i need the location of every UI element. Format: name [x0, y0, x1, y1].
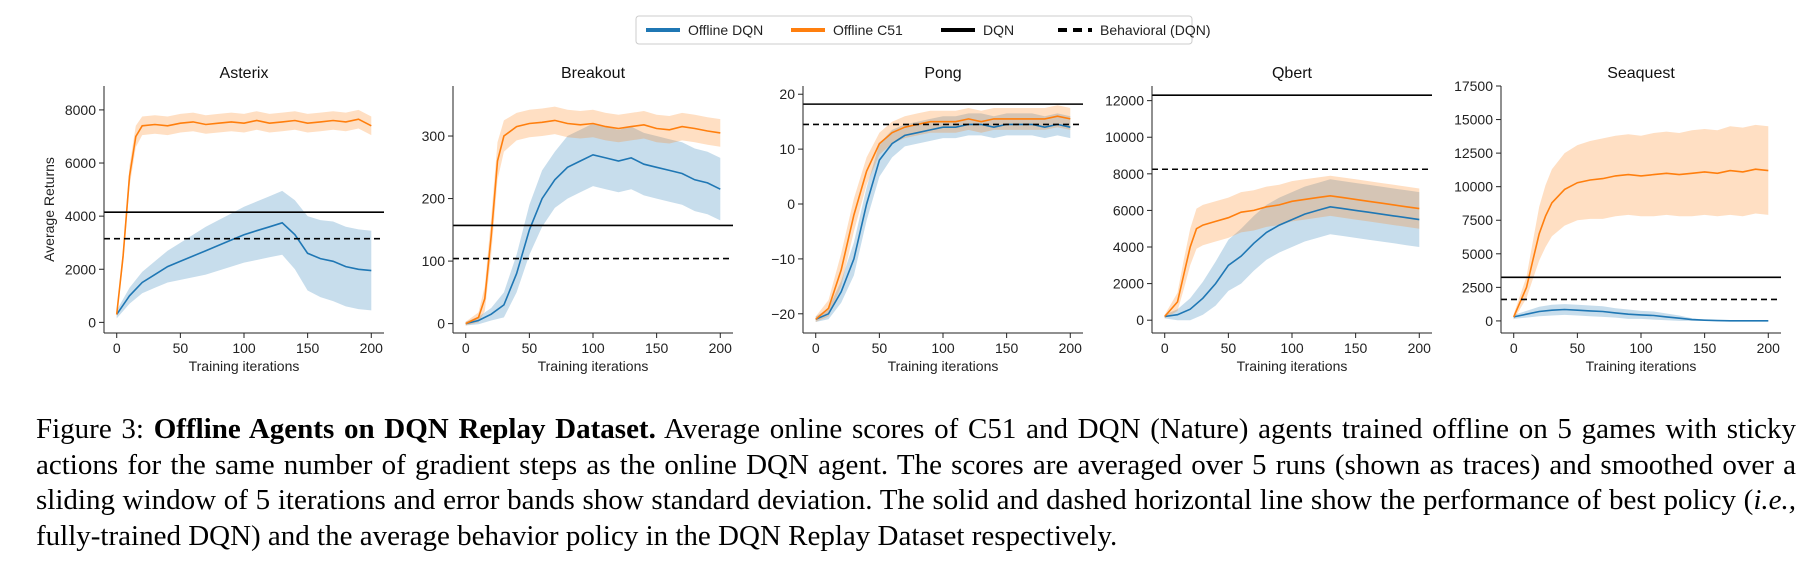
y-tick-label-3-6: 12000 — [1105, 93, 1144, 109]
y-tick-label-2-1: −10 — [771, 251, 795, 267]
x-tick-label-3-0: 0 — [1161, 340, 1169, 356]
x-tick-label-4-4: 200 — [1757, 340, 1781, 356]
x-tick-label-4-1: 50 — [1570, 340, 1586, 356]
caption-italic: i.e., — [1753, 484, 1796, 516]
caption-body-2: fully-trained DQN) and the average behav… — [36, 519, 1118, 552]
x-tick-label-3-4: 200 — [1408, 340, 1432, 356]
caption-title: Offline Agents on DQN Replay Dataset. — [153, 413, 656, 445]
series-line-2-1 — [815, 115, 1071, 320]
band-2-0 — [815, 113, 1071, 323]
y-tick-label-2-2: 0 — [787, 196, 795, 212]
x-tick-label-0-1: 50 — [173, 340, 189, 356]
x-tick-label-1-3: 150 — [645, 340, 669, 356]
series-line-1-0 — [465, 153, 721, 325]
y-tick-label-3-1: 2000 — [1113, 276, 1144, 292]
x-tick-label-0-3: 150 — [296, 340, 320, 356]
series-line-0-0 — [116, 221, 372, 315]
figure-caption: Figure 3: Offline Agents on DQN Replay D… — [36, 412, 1796, 554]
y-tick-label-0-4: 8000 — [65, 102, 96, 118]
figure-panels: Offline DQN Offline C51 DQN Behavioral (DQN… — [41, 15, 1781, 374]
y-tick-label-1-3: 300 — [422, 128, 446, 144]
x-axis-label-4: Training iterations — [1586, 358, 1697, 374]
series-line-4-1 — [1512, 168, 1769, 318]
x-tick-label-4-3: 150 — [1693, 340, 1717, 356]
series-line-1-1 — [465, 119, 721, 325]
y-tick-label-1-2: 200 — [422, 191, 446, 207]
y-tick-label-4-7: 17500 — [1454, 78, 1493, 94]
x-tick-label-2-4: 200 — [1059, 340, 1083, 356]
legend-label-1: Offline C51 — [833, 22, 903, 38]
legend-label-3: Behavioral (DQN) — [1100, 22, 1210, 38]
x-tick-label-4-2: 100 — [1629, 340, 1653, 356]
y-tick-label-3-4: 8000 — [1113, 166, 1144, 182]
legend-label-0: Offline DQN — [688, 22, 763, 38]
y-tick-label-4-3: 7500 — [1462, 212, 1493, 228]
y-tick-label-1-1: 100 — [422, 253, 446, 269]
x-axis-label-3: Training iterations — [1237, 358, 1348, 374]
x-tick-label-0-0: 0 — [113, 340, 121, 356]
panel-title-4: Seaquest — [1607, 65, 1675, 82]
x-tick-label-3-3: 150 — [1344, 340, 1368, 356]
y-tick-label-0-0: 0 — [88, 314, 96, 330]
y-tick-label-0-1: 2000 — [65, 261, 96, 277]
y-tick-label-3-2: 4000 — [1113, 239, 1144, 255]
x-axis-label-2: Training iterations — [888, 358, 999, 374]
y-tick-label-2-4: 20 — [779, 86, 795, 102]
panel-title-0: Asterix — [220, 65, 269, 82]
x-tick-label-1-0: 0 — [462, 340, 470, 356]
x-axis-label-1: Training iterations — [538, 358, 649, 374]
y-tick-label-4-1: 2500 — [1462, 279, 1493, 295]
panel-title-3: Qbert — [1272, 65, 1313, 82]
x-tick-label-1-4: 200 — [709, 340, 733, 356]
x-tick-label-2-0: 0 — [812, 340, 820, 356]
y-tick-label-3-3: 6000 — [1113, 202, 1144, 218]
legend-label-2: DQN — [983, 22, 1014, 38]
x-tick-label-2-3: 150 — [995, 340, 1019, 356]
band-1-0 — [465, 123, 721, 326]
band-3-1 — [1164, 175, 1420, 319]
x-axis-label-0: Training iterations — [189, 358, 300, 374]
caption-label: Figure 3: — [36, 413, 144, 445]
x-tick-label-0-2: 100 — [232, 340, 256, 356]
y-tick-label-3-0: 0 — [1136, 312, 1144, 328]
y-tick-label-4-2: 5000 — [1462, 246, 1493, 262]
legend-box — [635, 15, 1193, 45]
band-3-0 — [1164, 179, 1420, 321]
y-tick-label-4-6: 15000 — [1454, 112, 1493, 128]
series-line-0-1 — [115, 118, 372, 315]
y-axis-label-0: Average Returns — [41, 157, 57, 262]
x-tick-label-2-1: 50 — [872, 340, 888, 356]
x-tick-label-2-2: 100 — [931, 340, 955, 356]
band-4-0 — [1513, 304, 1769, 322]
series-line-4-0 — [1513, 308, 1769, 322]
caption-body-1: Average online scores of C51 and DQN (Na… — [36, 413, 1796, 516]
x-tick-label-3-2: 100 — [1280, 340, 1304, 356]
x-tick-label-1-1: 50 — [522, 340, 538, 356]
y-tick-label-2-0: −20 — [771, 306, 795, 322]
series-line-3-1 — [1164, 194, 1420, 318]
x-tick-label-4-0: 0 — [1510, 340, 1518, 356]
band-0-0 — [116, 190, 372, 319]
panel-title-2: Pong — [924, 65, 961, 82]
x-tick-label-1-2: 100 — [581, 340, 605, 356]
band-4-1 — [1513, 124, 1769, 320]
y-tick-label-2-3: 10 — [779, 141, 795, 157]
band-0-1 — [116, 109, 372, 318]
y-tick-label-4-4: 10000 — [1454, 179, 1493, 195]
x-tick-label-0-4: 200 — [360, 340, 384, 356]
y-tick-label-3-5: 10000 — [1105, 129, 1144, 145]
x-tick-label-3-1: 50 — [1221, 340, 1237, 356]
y-tick-label-1-0: 0 — [437, 316, 445, 332]
series-line-3-0 — [1164, 205, 1420, 318]
panel-title-1: Breakout — [561, 65, 626, 82]
y-tick-label-4-0: 0 — [1485, 313, 1493, 329]
y-tick-label-0-3: 6000 — [65, 155, 96, 171]
y-tick-label-4-5: 12500 — [1454, 145, 1493, 161]
y-tick-label-0-2: 4000 — [65, 208, 96, 224]
